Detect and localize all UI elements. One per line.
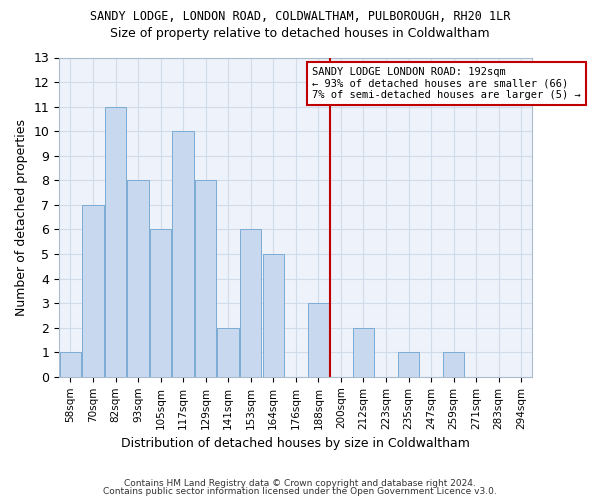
Text: Contains public sector information licensed under the Open Government Licence v3: Contains public sector information licen…	[103, 487, 497, 496]
Text: Contains HM Land Registry data © Crown copyright and database right 2024.: Contains HM Land Registry data © Crown c…	[124, 478, 476, 488]
Bar	[263, 254, 284, 377]
Bar	[353, 328, 374, 377]
Bar	[150, 230, 171, 377]
Bar	[308, 303, 329, 377]
Bar	[127, 180, 149, 377]
Bar	[105, 106, 126, 377]
Bar	[398, 352, 419, 377]
X-axis label: Distribution of detached houses by size in Coldwaltham: Distribution of detached houses by size …	[121, 437, 470, 450]
Bar	[217, 328, 239, 377]
Bar	[443, 352, 464, 377]
Bar	[240, 230, 262, 377]
Bar	[60, 352, 81, 377]
Y-axis label: Number of detached properties: Number of detached properties	[15, 118, 28, 316]
Text: SANDY LODGE LONDON ROAD: 192sqm
← 93% of detached houses are smaller (66)
7% of : SANDY LODGE LONDON ROAD: 192sqm ← 93% of…	[313, 67, 581, 100]
Bar	[82, 205, 104, 377]
Text: SANDY LODGE, LONDON ROAD, COLDWALTHAM, PULBOROUGH, RH20 1LR: SANDY LODGE, LONDON ROAD, COLDWALTHAM, P…	[90, 10, 510, 23]
Bar	[172, 131, 194, 377]
Text: Size of property relative to detached houses in Coldwaltham: Size of property relative to detached ho…	[110, 28, 490, 40]
Bar	[195, 180, 217, 377]
